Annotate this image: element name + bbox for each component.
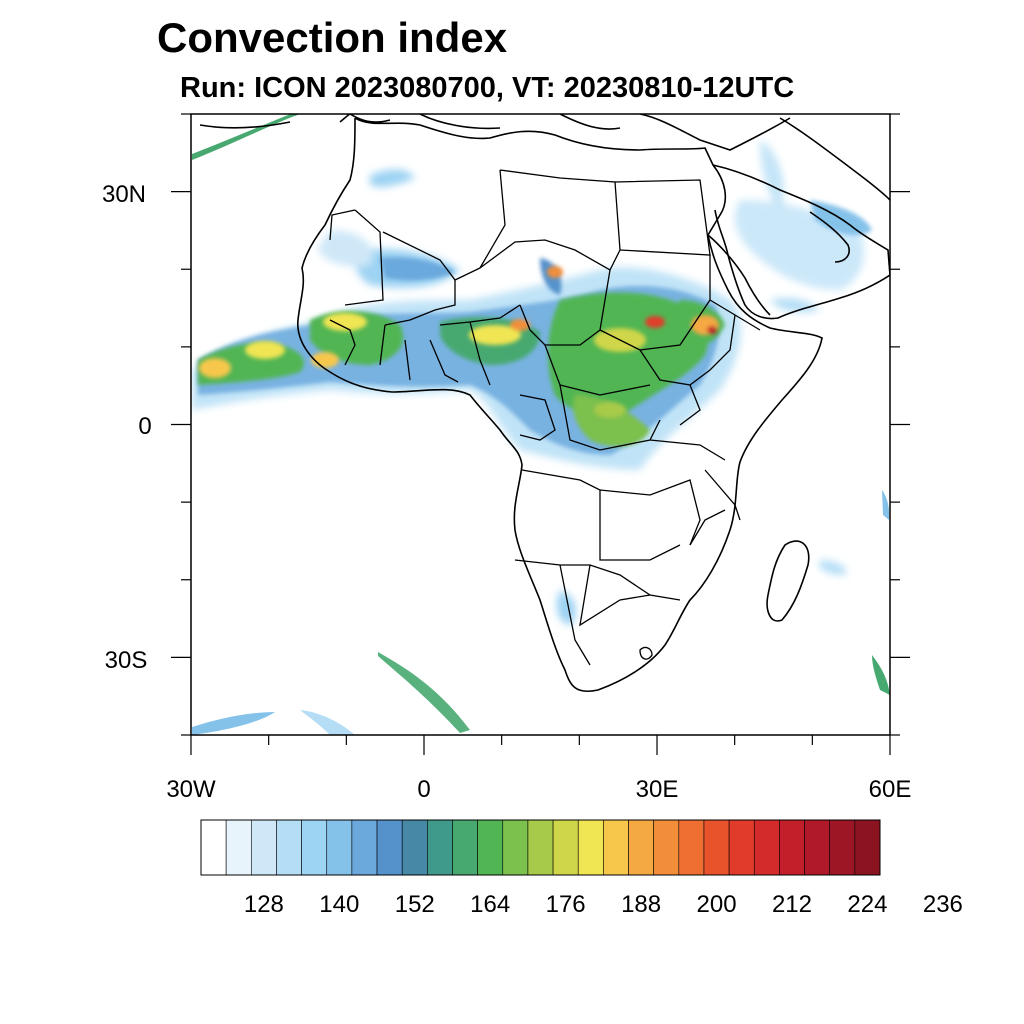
- colorbar-tick-label: 152: [395, 891, 435, 918]
- colorbar-swatch: [854, 819, 881, 876]
- coastlines: [199, 114, 890, 692]
- colorbar-swatch: [527, 819, 554, 876]
- colorbar-swatch: [276, 819, 302, 876]
- lat-label-30s: 30S: [105, 647, 148, 674]
- colorbar-tick-label: 212: [772, 891, 812, 918]
- colorbar: [200, 819, 881, 876]
- lon-label-0: 0: [417, 776, 430, 803]
- colorbar-swatch: [200, 819, 227, 876]
- lon-label-30w: 30W: [166, 776, 216, 803]
- colorbar-swatch: [829, 819, 856, 876]
- colorbar-swatch: [552, 819, 579, 876]
- colorbar-swatch: [401, 819, 428, 876]
- axis-ticks: [171, 113, 910, 755]
- field-streaks: [192, 114, 890, 735]
- colorbar-swatch: [728, 819, 755, 876]
- colorbar-swatch: [804, 819, 831, 876]
- colorbar-swatch: [628, 819, 654, 876]
- colorbar-swatch: [577, 819, 604, 876]
- colorbar-tick-label: 164: [470, 891, 510, 918]
- colorbar-swatch: [250, 819, 277, 876]
- lon-label-30e: 30E: [636, 776, 679, 803]
- lon-label-60e: 60E: [869, 776, 912, 803]
- colorbar-swatch: [326, 819, 353, 876]
- chart-title: Convection index: [157, 14, 508, 61]
- convection-field: [192, 114, 890, 735]
- colorbar-swatch: [502, 819, 529, 876]
- colorbar-tick-label: 176: [546, 891, 586, 918]
- colorbar-tick-label: 224: [847, 891, 887, 918]
- colorbar-tick-label: 200: [697, 891, 737, 918]
- colorbar-tick-label: 236: [923, 891, 963, 918]
- colorbar-swatch: [753, 819, 780, 876]
- colorbar-swatch: [603, 819, 629, 876]
- colorbar-swatch: [452, 819, 478, 876]
- colorbar-swatch: [653, 819, 680, 876]
- colorbar-swatch: [779, 819, 805, 876]
- lat-label-30n: 30N: [102, 181, 146, 208]
- colorbar-swatch: [225, 819, 252, 876]
- colorbar-swatch: [678, 819, 705, 876]
- colorbar-swatch: [376, 819, 403, 876]
- colorbar-swatch: [703, 819, 730, 876]
- colorbar-tick-label: 188: [621, 891, 661, 918]
- country-borders: [329, 169, 761, 666]
- chart-subtitle: Run: ICON 2023080700, VT: 20230810-12UTC: [180, 72, 795, 104]
- colorbar-tick-label: 140: [319, 891, 359, 918]
- colorbar-swatch: [477, 819, 504, 876]
- lat-label-0: 0: [138, 413, 151, 440]
- colorbar-swatch: [427, 819, 453, 876]
- colorbar-labels: 128 140 152 164 176 188 200 212 224 236: [244, 891, 963, 918]
- colorbar-swatch: [301, 819, 328, 876]
- colorbar-tick-label: 128: [244, 891, 284, 918]
- colorbar-swatch: [351, 819, 378, 876]
